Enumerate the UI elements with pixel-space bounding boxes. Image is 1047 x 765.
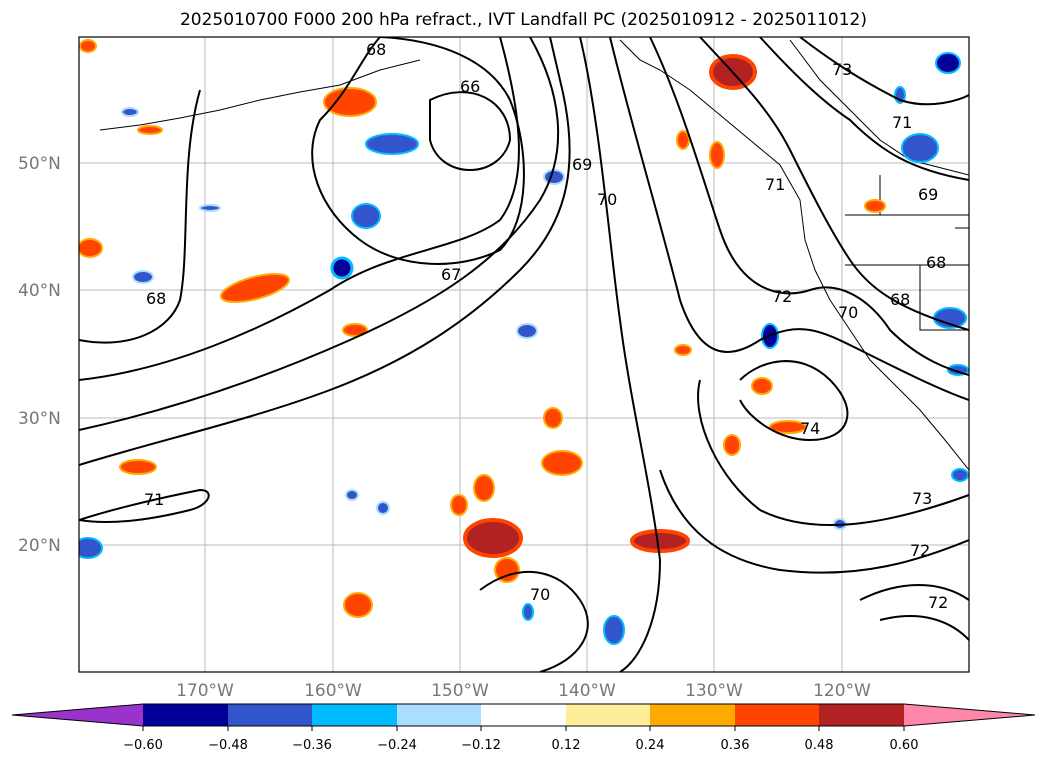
lon-label-160w: 160°W (304, 681, 362, 701)
contour-label: 71 (892, 113, 912, 132)
colorbar-tick-label: 0.48 (805, 738, 834, 753)
contour-label: 74 (800, 419, 820, 438)
colorbar-ticks (142, 726, 905, 731)
contour-label: 69 (918, 185, 938, 204)
colorbar-segment (397, 704, 481, 726)
contour-label: 71 (144, 490, 164, 509)
contour-label: 70 (838, 303, 858, 322)
map-area (79, 37, 969, 672)
colorbar-tick-label: −0.48 (208, 738, 248, 753)
lon-label-170w: 170°W (176, 681, 234, 701)
contour-label: 73 (912, 489, 932, 508)
colorbar: −0.60 −0.48 −0.36 −0.24 −0.12 0.12 0.24 … (11, 703, 1036, 753)
colorbar-segment (228, 704, 312, 726)
contour-label: 69 (572, 155, 592, 174)
contour-label: 66 (460, 77, 480, 96)
colorbar-tick-label: −0.12 (461, 738, 501, 753)
colorbar-segment (735, 704, 819, 726)
contour-label: 68 (146, 289, 166, 308)
contour-label: 68 (926, 253, 946, 272)
lon-label-150w: 150°W (431, 681, 489, 701)
colorbar-segment (819, 704, 904, 726)
contour-lines (79, 37, 969, 672)
page-title: 2025010700 F000 200 hPa refract., IVT La… (179, 10, 867, 30)
lat-label-20n: 20°N (18, 536, 61, 556)
colorbar-segment (566, 704, 650, 726)
contour-labels: 68 66 69 70 67 68 71 72 74 73 72 72 70 7… (144, 40, 948, 612)
colorbar-extend-max (904, 704, 1035, 726)
contour-label: 72 (772, 287, 792, 306)
map-frame (78, 36, 970, 673)
colorbar-tick-label: −0.36 (292, 738, 332, 753)
colorbar-segment (481, 704, 566, 726)
lat-label-50n: 50°N (18, 154, 61, 174)
colorbar-tick-label: 0.36 (721, 738, 750, 753)
contour-label: 72 (928, 593, 948, 612)
lat-label-30n: 30°N (18, 409, 61, 429)
lon-label-140w: 140°W (558, 681, 616, 701)
colorbar-segment (143, 704, 228, 726)
colorbar-segment (650, 704, 735, 726)
contour-label: 70 (597, 190, 617, 209)
contour-label: 68 (366, 40, 386, 59)
colorbar-extend-min (12, 704, 143, 726)
contour-label: 67 (441, 265, 461, 284)
contour-label: 70 (530, 585, 550, 604)
colorbar-tick-label: 0.60 (890, 738, 919, 753)
colorbar-tick-label: −0.24 (377, 738, 417, 753)
lon-label-120w: 120°W (813, 681, 871, 701)
colorbar-tick-label: 0.24 (636, 738, 665, 753)
contour-label: 73 (832, 60, 852, 79)
contour-label: 68 (890, 290, 910, 309)
colorbar-tick-label: 0.12 (552, 738, 581, 753)
contour-label: 71 (765, 175, 785, 194)
colorbar-segment (312, 704, 397, 726)
contour-label: 72 (910, 541, 930, 560)
lat-label-40n: 40°N (18, 281, 61, 301)
colorbar-tick-label: −0.60 (123, 738, 163, 753)
lon-label-130w: 130°W (685, 681, 743, 701)
